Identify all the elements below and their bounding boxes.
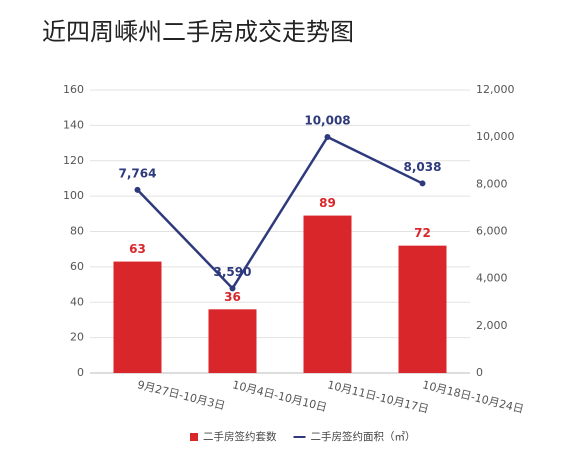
bar bbox=[398, 245, 447, 373]
y-tick-label: 100 bbox=[63, 189, 84, 202]
y2-tick-label: 8,000 bbox=[476, 177, 508, 190]
y-tick-label: 20 bbox=[70, 331, 84, 344]
line-point bbox=[324, 133, 331, 140]
y-tick-label: 120 bbox=[63, 154, 84, 167]
y-tick-label: 0 bbox=[77, 366, 84, 379]
y2-tick-label: 4,000 bbox=[476, 272, 508, 285]
legend-label: 二手房签约套数 bbox=[203, 430, 277, 443]
line bbox=[136, 135, 424, 291]
line-label: 8,038 bbox=[404, 160, 442, 174]
x-tick-label: 10月11日-10月17日 bbox=[326, 378, 430, 416]
x-tick-label: 9月27日-10月3日 bbox=[136, 378, 226, 412]
y-tick-label: 60 bbox=[70, 260, 84, 273]
x-tick-label: 10月18日-10月24日 bbox=[421, 378, 525, 416]
y-tick-label: 40 bbox=[70, 295, 84, 308]
y2-tick-label: 0 bbox=[476, 366, 483, 379]
bar bbox=[303, 215, 352, 373]
line-label: 3,590 bbox=[214, 265, 252, 279]
y2-tick-label: 2,000 bbox=[476, 319, 508, 332]
line-label: 7,764 bbox=[119, 166, 157, 180]
legend-label: 二手房签约面积（㎡） bbox=[311, 430, 416, 443]
x-tick-label: 10月4日-10月10日 bbox=[231, 378, 328, 414]
line-point bbox=[419, 180, 426, 187]
y2-tick-label: 10,000 bbox=[476, 130, 515, 143]
line-label: 10,008 bbox=[304, 113, 350, 127]
y-tick-label: 160 bbox=[63, 83, 84, 96]
y-tick-label: 80 bbox=[70, 225, 84, 238]
bar-label: 72 bbox=[414, 226, 431, 240]
bar-label: 63 bbox=[129, 242, 146, 256]
bar-label: 36 bbox=[224, 290, 241, 304]
bar bbox=[113, 261, 162, 373]
y2-tick-label: 12,000 bbox=[476, 83, 515, 96]
y-tick-label: 140 bbox=[63, 118, 84, 131]
chart-title: 近四周嵊州二手房成交走势图 bbox=[42, 18, 354, 46]
line-point bbox=[134, 186, 141, 193]
line-point bbox=[229, 285, 236, 292]
bar-label: 89 bbox=[319, 196, 336, 210]
y2-tick-label: 6,000 bbox=[476, 225, 508, 238]
legend-swatch bbox=[190, 433, 198, 441]
bar bbox=[208, 309, 257, 373]
